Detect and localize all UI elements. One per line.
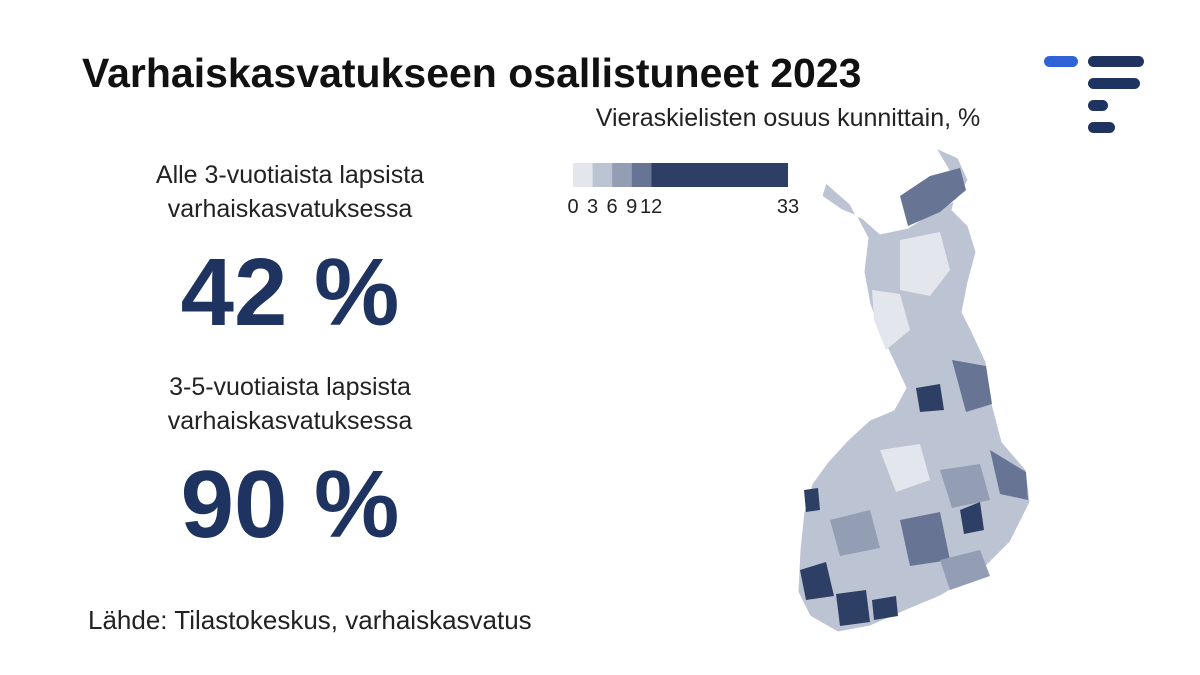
stat-value: 42 %	[180, 239, 400, 346]
legend-swatch	[573, 163, 593, 187]
title: Varhaiskasvatukseen osallistuneet 2023	[82, 50, 862, 96]
region	[900, 512, 950, 566]
stat-label: Alle 3-vuotiaista lapsista varhaiskasvat…	[90, 158, 490, 226]
region	[836, 590, 870, 626]
legend-swatch	[631, 163, 652, 187]
region	[880, 444, 930, 492]
legend-swatch	[651, 163, 788, 187]
legend-tick-label: 3	[587, 196, 598, 218]
legend-tick-label: 12	[640, 196, 662, 218]
region	[952, 360, 992, 412]
legend-tick-label: 33	[777, 196, 799, 218]
legend-tick-label: 9	[626, 196, 637, 218]
logo-bar	[1044, 56, 1078, 67]
map-title: Vieraskielisten osuus kunnittain, %	[596, 104, 980, 132]
region	[940, 550, 990, 590]
region	[830, 510, 880, 556]
region	[960, 502, 984, 534]
legend-swatch	[612, 163, 632, 187]
stat-label-line: 3-5-vuotiaista lapsista	[169, 373, 411, 401]
logo-bar	[1088, 100, 1108, 111]
finland-map	[797, 146, 1031, 633]
source: Lähde: Tilastokeskus, varhaiskasvatus	[88, 605, 532, 635]
region	[940, 464, 990, 508]
logo-bar	[1088, 56, 1144, 67]
region	[990, 450, 1028, 500]
stat-label-line: varhaiskasvatuksessa	[167, 407, 413, 435]
logo-bar	[1088, 78, 1140, 89]
region	[916, 384, 944, 412]
stat-label-line: varhaiskasvatuksessa	[167, 195, 413, 223]
region	[800, 562, 834, 600]
logo-bar	[1088, 122, 1115, 133]
region	[872, 290, 910, 350]
logo	[1044, 56, 1144, 133]
region	[872, 596, 898, 620]
legend-tick-label: 0	[567, 196, 578, 218]
stat-value: 90 %	[180, 451, 400, 558]
region	[900, 168, 966, 226]
legend-tick-label: 6	[607, 196, 618, 218]
legend-swatch	[592, 163, 613, 187]
stat-label-line: Alle 3-vuotiaista lapsista	[155, 161, 425, 189]
stat-label: 3-5-vuotiaista lapsista varhaiskasvatuks…	[90, 370, 490, 438]
region	[804, 488, 820, 512]
region	[900, 232, 950, 296]
